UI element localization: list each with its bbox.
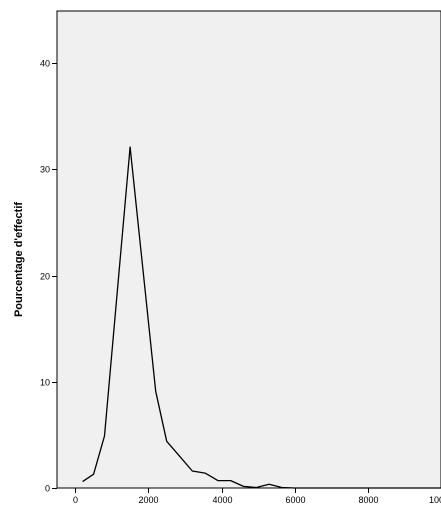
y-axis-title: Pourcentage d'effectif	[13, 202, 25, 317]
x-tick-label: 4000	[212, 495, 232, 504]
x-tick-label: 10000	[429, 495, 441, 504]
x-tick-label: 0	[73, 495, 78, 504]
y-tick-label: 20	[40, 272, 50, 282]
x-tick-label: 2000	[138, 495, 158, 504]
y-tick-label: 0	[45, 484, 50, 494]
series-group	[82, 146, 441, 489]
x-tick-label: 6000	[285, 495, 305, 504]
y-tick-label: 40	[40, 59, 50, 69]
y-axis: 0 10 20 30 40	[40, 59, 57, 494]
y-tick-label: 30	[40, 165, 50, 175]
x-tick-label: 8000	[358, 495, 378, 504]
plot-area	[56, 10, 441, 489]
y-tick-label: 10	[40, 378, 50, 388]
series-line	[82, 146, 441, 489]
x-axis: 0 2000 4000 6000 8000 10000	[73, 488, 441, 505]
